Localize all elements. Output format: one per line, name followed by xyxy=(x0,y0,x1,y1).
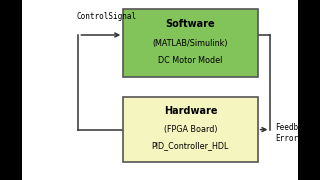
Text: (FPGA Board): (FPGA Board) xyxy=(164,125,217,134)
Text: DC Motor Model: DC Motor Model xyxy=(158,56,223,65)
FancyBboxPatch shape xyxy=(123,9,258,77)
FancyBboxPatch shape xyxy=(22,0,298,180)
Text: Software: Software xyxy=(165,19,215,29)
Text: ControlSignal: ControlSignal xyxy=(77,12,137,21)
Text: PID_Controller_HDL: PID_Controller_HDL xyxy=(152,141,229,150)
Text: Hardware: Hardware xyxy=(164,106,217,116)
FancyBboxPatch shape xyxy=(123,97,258,162)
Text: Feedback
Error: Feedback Error xyxy=(275,123,312,143)
Text: (MATLAB/Simulink): (MATLAB/Simulink) xyxy=(153,39,228,48)
